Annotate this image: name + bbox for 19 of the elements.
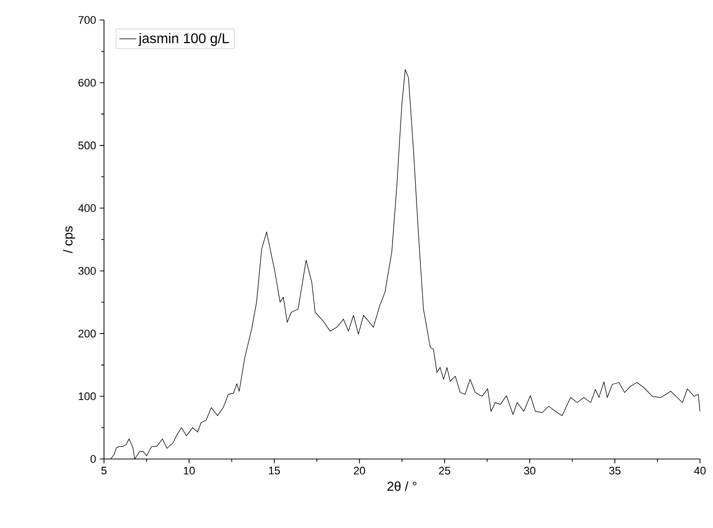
x-tick-label: 35 — [609, 466, 620, 475]
y-tick-label: 0 — [90, 455, 96, 463]
x-tick-label: 5 — [101, 466, 107, 474]
x-tick-label: 15 — [269, 466, 280, 474]
x-tick-label: 30 — [524, 466, 536, 475]
x-tick-label: 25 — [439, 466, 450, 475]
y-tick-label: 700 — [78, 16, 96, 24]
x-tick-label: 10 — [184, 466, 195, 475]
y-tick-label: 600 — [78, 78, 96, 87]
y-axis-title: / cps — [63, 226, 76, 254]
y-tick-label: 100 — [78, 392, 96, 400]
y-tick-label: 200 — [78, 330, 96, 338]
x-tick-label: 20 — [354, 466, 366, 475]
y-tick-label: 500 — [78, 142, 96, 150]
y-tick-label: 400 — [78, 204, 96, 212]
x-axis-title: 2θ / ° — [387, 481, 416, 491]
x-tick-label: 40 — [694, 466, 706, 475]
y-tick-label: 300 — [78, 266, 96, 275]
legend-label: jasmin 100 g/L — [138, 32, 229, 46]
